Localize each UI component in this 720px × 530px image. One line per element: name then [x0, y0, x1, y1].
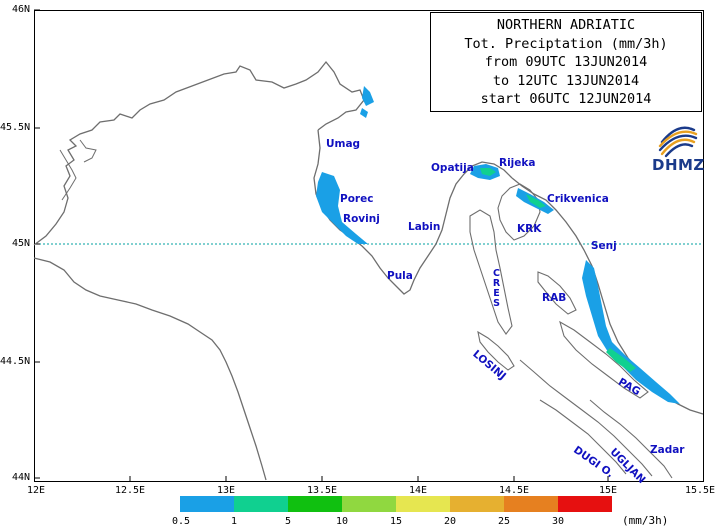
lat-label: 44.5N — [0, 356, 31, 367]
pag-island — [559, 320, 649, 399]
place-senj: Senj — [591, 240, 617, 252]
legend-label: 5 — [284, 516, 292, 527]
legend-swatch-20 — [450, 496, 504, 512]
dhmz-logo-icon — [658, 126, 698, 158]
precip-umag-north — [360, 86, 374, 118]
lon-label: 14E — [408, 485, 428, 496]
legend-swatch-0.5 — [180, 496, 234, 512]
lat-label: 45N — [11, 238, 30, 249]
legend-label: 15 — [389, 516, 403, 527]
place-pula: Pula — [387, 270, 413, 282]
place-krk: KRK — [517, 223, 542, 235]
place-zadar: Zadar — [650, 444, 685, 456]
lat-label: 44N — [11, 472, 30, 483]
lat-label: 46N — [11, 4, 30, 15]
lon-label: 13E — [216, 485, 236, 496]
legend-swatch-1 — [234, 496, 288, 512]
logo-text: DHMZ — [652, 156, 705, 174]
rab-island — [537, 271, 577, 315]
legend-label: 25 — [497, 516, 511, 527]
italian-coast — [33, 60, 365, 246]
cres-island — [469, 209, 513, 335]
legend-swatch-25 — [504, 496, 558, 512]
precip-senj — [582, 260, 680, 404]
legend-swatch-10 — [342, 496, 396, 512]
place-cres: CRES — [491, 268, 502, 308]
place-labin: Labin — [408, 221, 441, 233]
lon-label: 13.5E — [306, 485, 338, 496]
legend-unit: (mm/3h) — [622, 514, 669, 527]
legend-swatch-15 — [396, 496, 450, 512]
title-region: NORTHERN ADRIATIC — [496, 17, 636, 33]
precip-legend — [0, 496, 720, 526]
place-porec: Porec — [340, 193, 374, 205]
title-start: start 06UTC 12JUN2014 — [480, 91, 652, 107]
lon-label: 14.5E — [498, 485, 530, 496]
legend-label: 10 — [335, 516, 349, 527]
place-rab: RAB — [542, 292, 567, 304]
place-opatija: Opatija — [431, 162, 474, 174]
lon-label: 15.5E — [684, 485, 716, 496]
place-crikvenica: Crikvenica — [547, 193, 609, 205]
kvarner-coast — [511, 177, 704, 415]
precip-porec — [316, 172, 368, 244]
legend-swatch-5 — [288, 496, 342, 512]
precip-crikvenica-mid — [526, 194, 546, 208]
place-rovinj: Rovinj — [343, 213, 380, 225]
legend-label: 1 — [230, 516, 238, 527]
lon-label: 12E — [26, 485, 46, 496]
title-to: to 12UTC 13JUN2014 — [492, 72, 640, 89]
precip-opatija-mid — [480, 168, 496, 176]
legend-swatch-30 — [558, 496, 612, 512]
italian-coast-south — [33, 257, 267, 481]
lagoon — [59, 139, 97, 201]
title-from: from 09UTC 13JUN2014 — [484, 54, 648, 70]
precip-pag-mid — [606, 348, 636, 372]
lon-label: 15E — [598, 485, 618, 496]
place-umag: Umag — [326, 138, 361, 150]
legend-label: 20 — [443, 516, 457, 527]
title-box: NORTHERN ADRIATIC Tot. Preciptation (mm/… — [430, 12, 702, 112]
krk-island — [497, 183, 541, 241]
lat-label: 45.5N — [0, 122, 31, 133]
title-variable: Tot. Preciptation (mm/3h) — [464, 35, 668, 52]
legend-label: 0.5 — [171, 516, 191, 527]
place-rijeka: Rijeka — [499, 157, 536, 169]
outer-islands — [519, 359, 673, 479]
losinj-island — [477, 330, 515, 371]
legend-label: 30 — [551, 516, 565, 527]
axis-ticks — [34, 9, 609, 482]
lon-label: 12.5E — [114, 485, 146, 496]
